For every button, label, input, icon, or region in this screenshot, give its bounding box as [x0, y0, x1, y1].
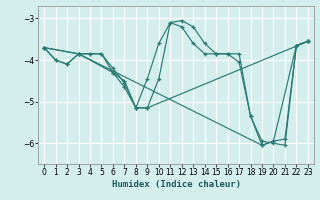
X-axis label: Humidex (Indice chaleur): Humidex (Indice chaleur) — [111, 180, 241, 189]
